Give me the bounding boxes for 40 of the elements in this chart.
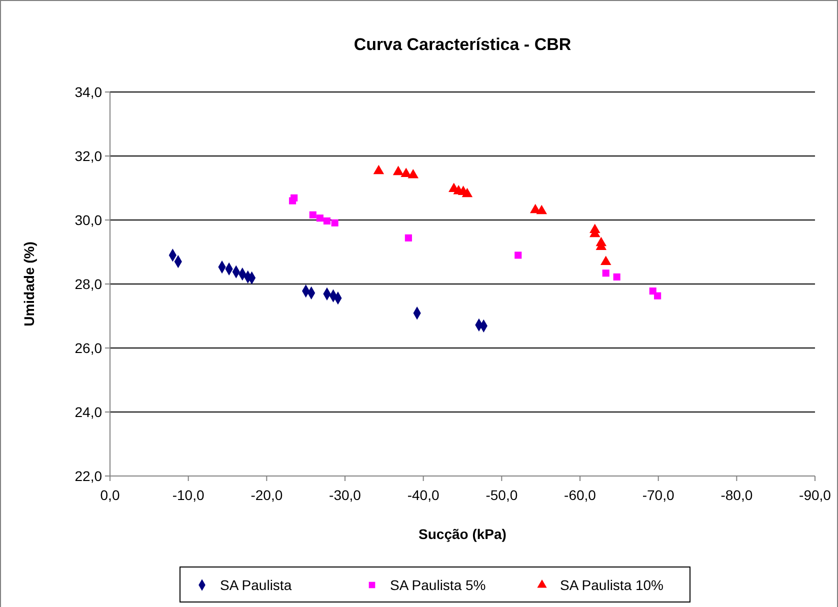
point (514, 252, 522, 259)
point (404, 234, 412, 242)
legend-label: SA Paulista 5% (390, 576, 486, 593)
y-tick-label: 22,0 (74, 468, 102, 484)
y-tick-label: 28,0 (74, 276, 102, 292)
y-tick-label: 32,0 (74, 148, 102, 164)
point (323, 217, 331, 224)
point (654, 292, 662, 300)
point (316, 214, 324, 222)
y-tick-label: 24,0 (74, 404, 102, 420)
x-tick-label: -90,0 (799, 487, 832, 503)
y-axis-title: Umidade (%) (21, 242, 37, 326)
x-tick-label: -40,0 (407, 487, 440, 503)
point (613, 273, 620, 280)
point (602, 270, 610, 277)
x-tick-label: -70,0 (642, 487, 674, 503)
x-tick-label: 0,0 (100, 487, 120, 503)
y-tick-label: 34,0 (74, 84, 102, 100)
chart-title: Curva Característica - CBR (354, 35, 572, 54)
x-tick-label: -30,0 (329, 487, 362, 503)
point (309, 211, 316, 218)
point (290, 194, 298, 202)
point (408, 168, 419, 178)
point (392, 166, 404, 176)
y-tick-label: 30,0 (74, 212, 102, 228)
point (536, 204, 547, 214)
legend-label: SA Paulista (220, 576, 292, 593)
y-tick-label: 26,0 (74, 340, 102, 356)
point (373, 164, 384, 174)
x-tick-label: -50,0 (486, 487, 518, 503)
x-tick-label: -60,0 (564, 487, 596, 503)
x-axis-title: Sucção (kPa) (418, 526, 506, 542)
point (331, 219, 338, 226)
point (600, 256, 612, 266)
point (400, 168, 412, 178)
x-tick-label: -20,0 (250, 487, 283, 503)
x-tick-label: -10,0 (172, 487, 204, 503)
x-tick-label: -80,0 (720, 487, 753, 503)
legend-label: SA Paulista 10% (560, 576, 664, 593)
point (462, 188, 473, 198)
